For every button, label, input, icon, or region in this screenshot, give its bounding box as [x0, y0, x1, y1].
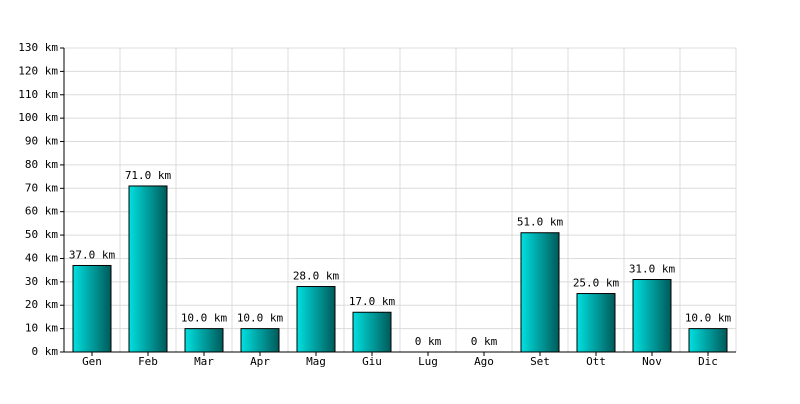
- bar: [632, 279, 672, 353]
- y-tick-label: 10 km: [25, 322, 58, 335]
- x-tick-label: Feb: [138, 355, 158, 368]
- y-tick-label: 80 km: [25, 158, 58, 171]
- x-tick-label: Set: [530, 355, 550, 368]
- y-tick-label: 20 km: [25, 298, 58, 311]
- y-tick-label: 40 km: [25, 251, 58, 264]
- value-label: 0 km: [471, 335, 498, 348]
- x-tick-label: Ago: [474, 355, 494, 368]
- value-label: 17.0 km: [349, 295, 396, 308]
- bar: [296, 286, 336, 353]
- bar: [184, 328, 224, 353]
- y-tick-label: 120 km: [18, 64, 58, 77]
- y-tick-label: 100 km: [18, 111, 58, 124]
- y-tick-label: 130 km: [18, 41, 58, 54]
- x-tick-label: Giu: [362, 355, 382, 368]
- x-tick-label: Mar: [194, 355, 214, 368]
- value-label: 10.0 km: [237, 312, 284, 325]
- value-label: 37.0 km: [69, 248, 116, 261]
- value-label: 10.0 km: [181, 312, 228, 325]
- value-label: 51.0 km: [517, 216, 564, 229]
- value-label: 25.0 km: [573, 277, 620, 290]
- x-tick-label: Ott: [586, 355, 606, 368]
- value-label: 0 km: [415, 335, 442, 348]
- y-tick-label: 0 km: [32, 345, 59, 358]
- bar: [240, 328, 280, 353]
- value-label: 31.0 km: [629, 263, 676, 276]
- y-tick-label: 60 km: [25, 205, 58, 218]
- bar: [688, 328, 728, 353]
- x-tick-label: Lug: [418, 355, 438, 368]
- bar: [520, 232, 560, 353]
- y-tick-label: 50 km: [25, 228, 58, 241]
- value-label: 71.0 km: [125, 169, 172, 182]
- x-tick-label: Gen: [82, 355, 102, 368]
- x-tick-label: Nov: [642, 355, 662, 368]
- bar: [576, 293, 616, 353]
- bar: [128, 185, 168, 353]
- value-label: 28.0 km: [293, 270, 340, 283]
- y-tick-label: 90 km: [25, 135, 58, 148]
- bar: [72, 264, 112, 353]
- bar: [352, 311, 392, 353]
- y-tick-label: 110 km: [18, 88, 58, 101]
- value-label: 10.0 km: [685, 312, 732, 325]
- y-tick-label: 30 km: [25, 275, 58, 288]
- y-tick-label: 70 km: [25, 181, 58, 194]
- x-tick-label: Apr: [250, 355, 270, 368]
- x-tick-label: Dic: [698, 355, 718, 368]
- x-tick-label: Mag: [306, 355, 326, 368]
